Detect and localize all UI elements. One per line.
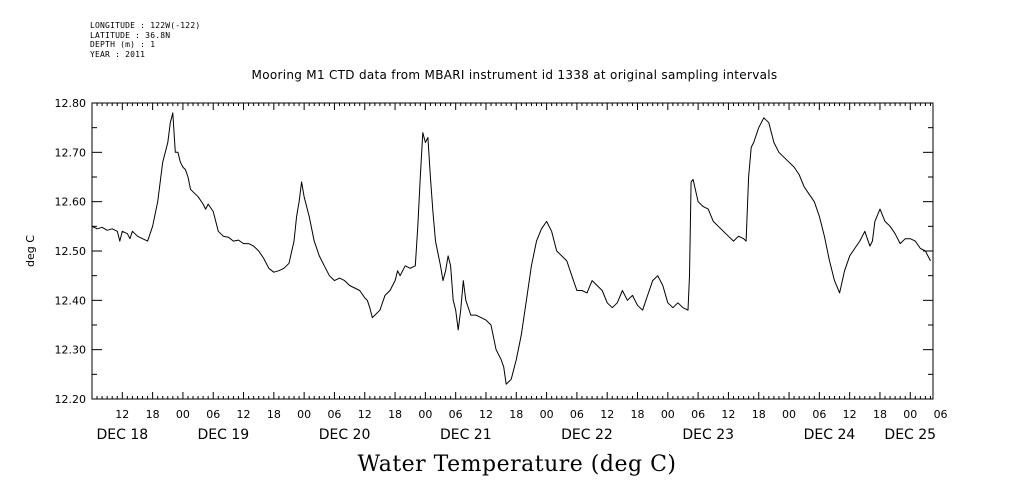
y-tick-label: 12.20 xyxy=(55,393,87,406)
y-tick-label: 12.70 xyxy=(55,146,87,159)
x-hour-label: 06 xyxy=(327,408,341,421)
x-hour-label: 00 xyxy=(540,408,554,421)
x-hour-label: 12 xyxy=(237,408,251,421)
x-hour-label: 18 xyxy=(388,408,402,421)
y-tick-label: 12.50 xyxy=(55,245,87,258)
x-hour-label: 06 xyxy=(570,408,584,421)
chart-title: Mooring M1 CTD data from MBARI instrumen… xyxy=(251,68,778,82)
x-hour-label: 06 xyxy=(934,408,948,421)
metadata-block: LONGITUDE : 122W(-122) LATITUDE : 36.8N … xyxy=(90,21,200,59)
plot-frame xyxy=(91,102,934,400)
longitude-label: LONGITUDE : 122W(-122) xyxy=(90,21,201,30)
y-tick-label: 12.30 xyxy=(55,344,87,357)
x-hour-label: 18 xyxy=(509,408,523,421)
y-tick-label: 12.80 xyxy=(55,97,87,110)
x-date-label: DEC 23 xyxy=(682,427,734,443)
x-hour-label: 06 xyxy=(449,408,463,421)
x-hour-label: 12 xyxy=(843,408,857,421)
water-temperature-series xyxy=(91,112,931,385)
year-label: YEAR : 2011 xyxy=(90,49,146,59)
x-date-label: DEC 20 xyxy=(319,427,371,443)
x-axis-ticks xyxy=(91,103,931,399)
x-hour-label: 18 xyxy=(873,408,887,421)
x-date-label: DEC 24 xyxy=(804,427,856,443)
x-date-label: DEC 25 xyxy=(884,427,936,443)
x-axis-label: Water Temperature (deg C) xyxy=(357,452,677,477)
x-hour-label: 12 xyxy=(115,408,129,421)
x-hour-label: 12 xyxy=(358,408,372,421)
x-hour-label: 00 xyxy=(661,408,675,421)
x-hour-label: 12 xyxy=(721,408,735,421)
x-date-label: DEC 18 xyxy=(96,427,148,443)
depth-label: DEPTH (m) : 1 xyxy=(90,40,156,49)
y-axis-label: deg C xyxy=(24,235,37,267)
x-hour-label: 12 xyxy=(600,408,614,421)
y-tick-label: 12.60 xyxy=(55,196,87,209)
y-axis-ticks: 12.20 12.30 12.40 12.50 12.60 12.70 12.80 xyxy=(55,97,933,406)
x-hour-label: 00 xyxy=(418,408,432,421)
series-group xyxy=(91,112,931,385)
x-date-label: DEC 19 xyxy=(197,427,249,443)
x-hour-label: 06 xyxy=(812,408,826,421)
x-hour-label: 18 xyxy=(146,408,160,421)
x-hour-label: 18 xyxy=(631,408,645,421)
x-hour-label: 18 xyxy=(752,408,766,421)
x-date-label: DEC 21 xyxy=(440,427,492,443)
x-hour-label: 00 xyxy=(782,408,796,421)
x-hour-label: 12 xyxy=(479,408,493,421)
x-hour-label: 18 xyxy=(267,408,281,421)
x-hour-labels: 12 18 00 06 12 18 00 06 12 18 00 06 12 18 00 06 12 18 00 06… xyxy=(115,408,947,421)
x-hour-label: 00 xyxy=(297,408,311,421)
x-date-labels: DEC 18 DEC 19 DEC 20 DEC 21 DEC 22 DEC 23 DEC … xyxy=(96,427,936,443)
x-hour-label: 06 xyxy=(206,408,220,421)
x-hour-label: 00 xyxy=(903,408,917,421)
y-tick-label: 12.40 xyxy=(55,294,87,307)
x-date-label: DEC 22 xyxy=(561,427,613,443)
latitude-label: LATITUDE : 36.8N xyxy=(90,30,171,40)
x-hour-label: 00 xyxy=(176,408,190,421)
x-hour-label: 06 xyxy=(691,408,705,421)
